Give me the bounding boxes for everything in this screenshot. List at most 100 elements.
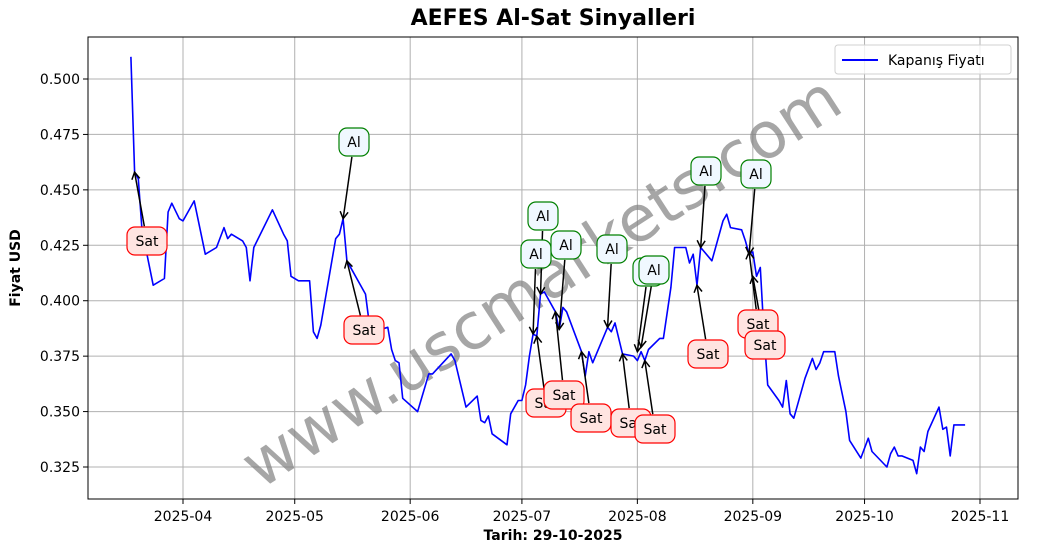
buy-signal-label: Al xyxy=(638,255,670,285)
signal-box xyxy=(740,159,772,189)
sell-signal-label: Sat xyxy=(343,315,385,345)
arrowhead-icon xyxy=(577,350,588,360)
signal-text: Sat xyxy=(754,338,777,354)
y-tick-label: 0.325 xyxy=(40,460,80,476)
x-tick-label: 2025-08 xyxy=(608,509,667,525)
signal-arrow xyxy=(640,284,653,348)
signal-text: Al xyxy=(699,164,712,180)
axis-ticks: 2025-04 2025-05 2025-06 2025-07 2025-08 2025-… xyxy=(40,72,1009,525)
signal-arrow xyxy=(644,360,654,415)
arrowhead-icon xyxy=(339,210,349,221)
sell-signal-label: Sat xyxy=(634,414,676,444)
signal-text: Sat xyxy=(136,234,159,250)
legend-label: Kapanış Fiyatı xyxy=(888,53,985,69)
x-tick-label: 2025-04 xyxy=(154,509,213,525)
signal-box xyxy=(690,156,722,186)
buy-signal-label: Al xyxy=(527,201,559,231)
y-tick-label: 0.425 xyxy=(40,238,80,254)
arrowhead-icon xyxy=(603,319,613,329)
sell-signal-label: Sat xyxy=(687,339,729,369)
buy-signal-label: Al xyxy=(550,230,582,260)
signal-text: Al xyxy=(749,167,762,183)
signal-box xyxy=(687,339,729,369)
signal-text: Al xyxy=(347,135,360,151)
arrowhead-icon xyxy=(745,250,755,260)
signal-text: Sat xyxy=(747,317,770,333)
x-tick-label: 2025-07 xyxy=(493,509,552,525)
signal-arrow xyxy=(536,336,545,389)
y-tick-label: 0.450 xyxy=(40,183,80,199)
signal-text: Sat xyxy=(553,388,576,404)
arrowhead-icon xyxy=(693,283,703,294)
x-tick-label: 2025-11 xyxy=(951,509,1010,525)
signal-box xyxy=(596,234,628,264)
arrowhead-icon xyxy=(696,239,706,250)
signal-arrow xyxy=(554,311,564,381)
x-tick-label: 2025-05 xyxy=(265,509,324,525)
signal-box xyxy=(338,127,370,157)
signal-box xyxy=(343,315,385,345)
arrowhead-icon xyxy=(533,334,543,344)
signal-text: Al xyxy=(605,242,618,258)
signal-arrow xyxy=(342,156,353,219)
arrowhead-icon xyxy=(618,352,628,362)
signal-box xyxy=(634,414,676,444)
signal-arrow xyxy=(606,263,612,328)
y-tick-label: 0.350 xyxy=(40,405,80,421)
arrowhead-icon xyxy=(131,170,141,180)
signal-arrow xyxy=(748,188,756,255)
signal-arrow xyxy=(621,353,630,409)
arrowhead-icon xyxy=(555,321,565,332)
y-tick-label: 0.475 xyxy=(40,127,80,143)
signal-text: Sat xyxy=(644,422,667,438)
legend: Kapanış Fiyatı xyxy=(834,44,1012,75)
signal-arrows xyxy=(131,156,764,415)
buy-signal-label: Al xyxy=(520,239,552,269)
signal-arrow xyxy=(133,171,146,227)
signal-arrow xyxy=(699,185,706,248)
signal-text: Sat xyxy=(697,347,720,363)
grid-lines xyxy=(88,37,1018,499)
signal-arrow xyxy=(580,351,590,404)
signal-box xyxy=(744,330,786,360)
buy-signal-label: Al xyxy=(338,127,370,157)
y-tick-label: 0.500 xyxy=(40,72,80,88)
signal-arrow xyxy=(748,251,757,310)
arrowhead-icon xyxy=(536,286,546,296)
x-tick-label: 2025-10 xyxy=(835,509,894,525)
sell-signal-label: Sat xyxy=(744,330,786,360)
signal-text: Sat xyxy=(580,411,603,427)
signal-text: Al xyxy=(536,209,549,225)
signal-box xyxy=(126,226,168,256)
signal-box xyxy=(638,255,670,285)
signal-annotations: SatAlSatAlSatAlSatAlSatAlSatAlAlSatSatAl… xyxy=(126,127,786,444)
signal-arrow xyxy=(696,285,707,340)
arrowhead-icon xyxy=(641,359,651,369)
x-tick-label: 2025-09 xyxy=(724,509,783,525)
signal-text: Al xyxy=(559,238,572,254)
x-axis-label: Tarih: 29-10-2025 xyxy=(483,528,623,544)
signal-text: Al xyxy=(647,263,660,279)
arrowhead-icon xyxy=(528,326,538,336)
y-tick-label: 0.375 xyxy=(40,349,80,365)
arrowhead-icon xyxy=(343,259,353,269)
signal-text: Sat xyxy=(353,323,376,339)
signal-box xyxy=(550,230,582,260)
signal-box xyxy=(543,380,585,410)
arrowhead-icon xyxy=(551,310,561,320)
arrowhead-icon xyxy=(749,274,759,285)
signal-arrow xyxy=(532,268,537,335)
sell-signal-label: Sat xyxy=(543,380,585,410)
arrowhead-icon xyxy=(637,339,647,349)
legend-box xyxy=(834,44,1012,75)
sell-signal-label: Sat xyxy=(126,226,168,256)
sell-signal-label: Sat xyxy=(570,403,612,433)
chart-title: AEFES Al-Sat Sinyalleri xyxy=(410,6,696,31)
plot-frame xyxy=(87,36,1019,500)
x-tick-label: 2025-06 xyxy=(381,509,440,525)
signal-arrow xyxy=(558,259,566,330)
signal-text: Al xyxy=(529,247,542,263)
signal-box xyxy=(527,201,559,231)
buy-signal-label: Al xyxy=(690,156,722,186)
